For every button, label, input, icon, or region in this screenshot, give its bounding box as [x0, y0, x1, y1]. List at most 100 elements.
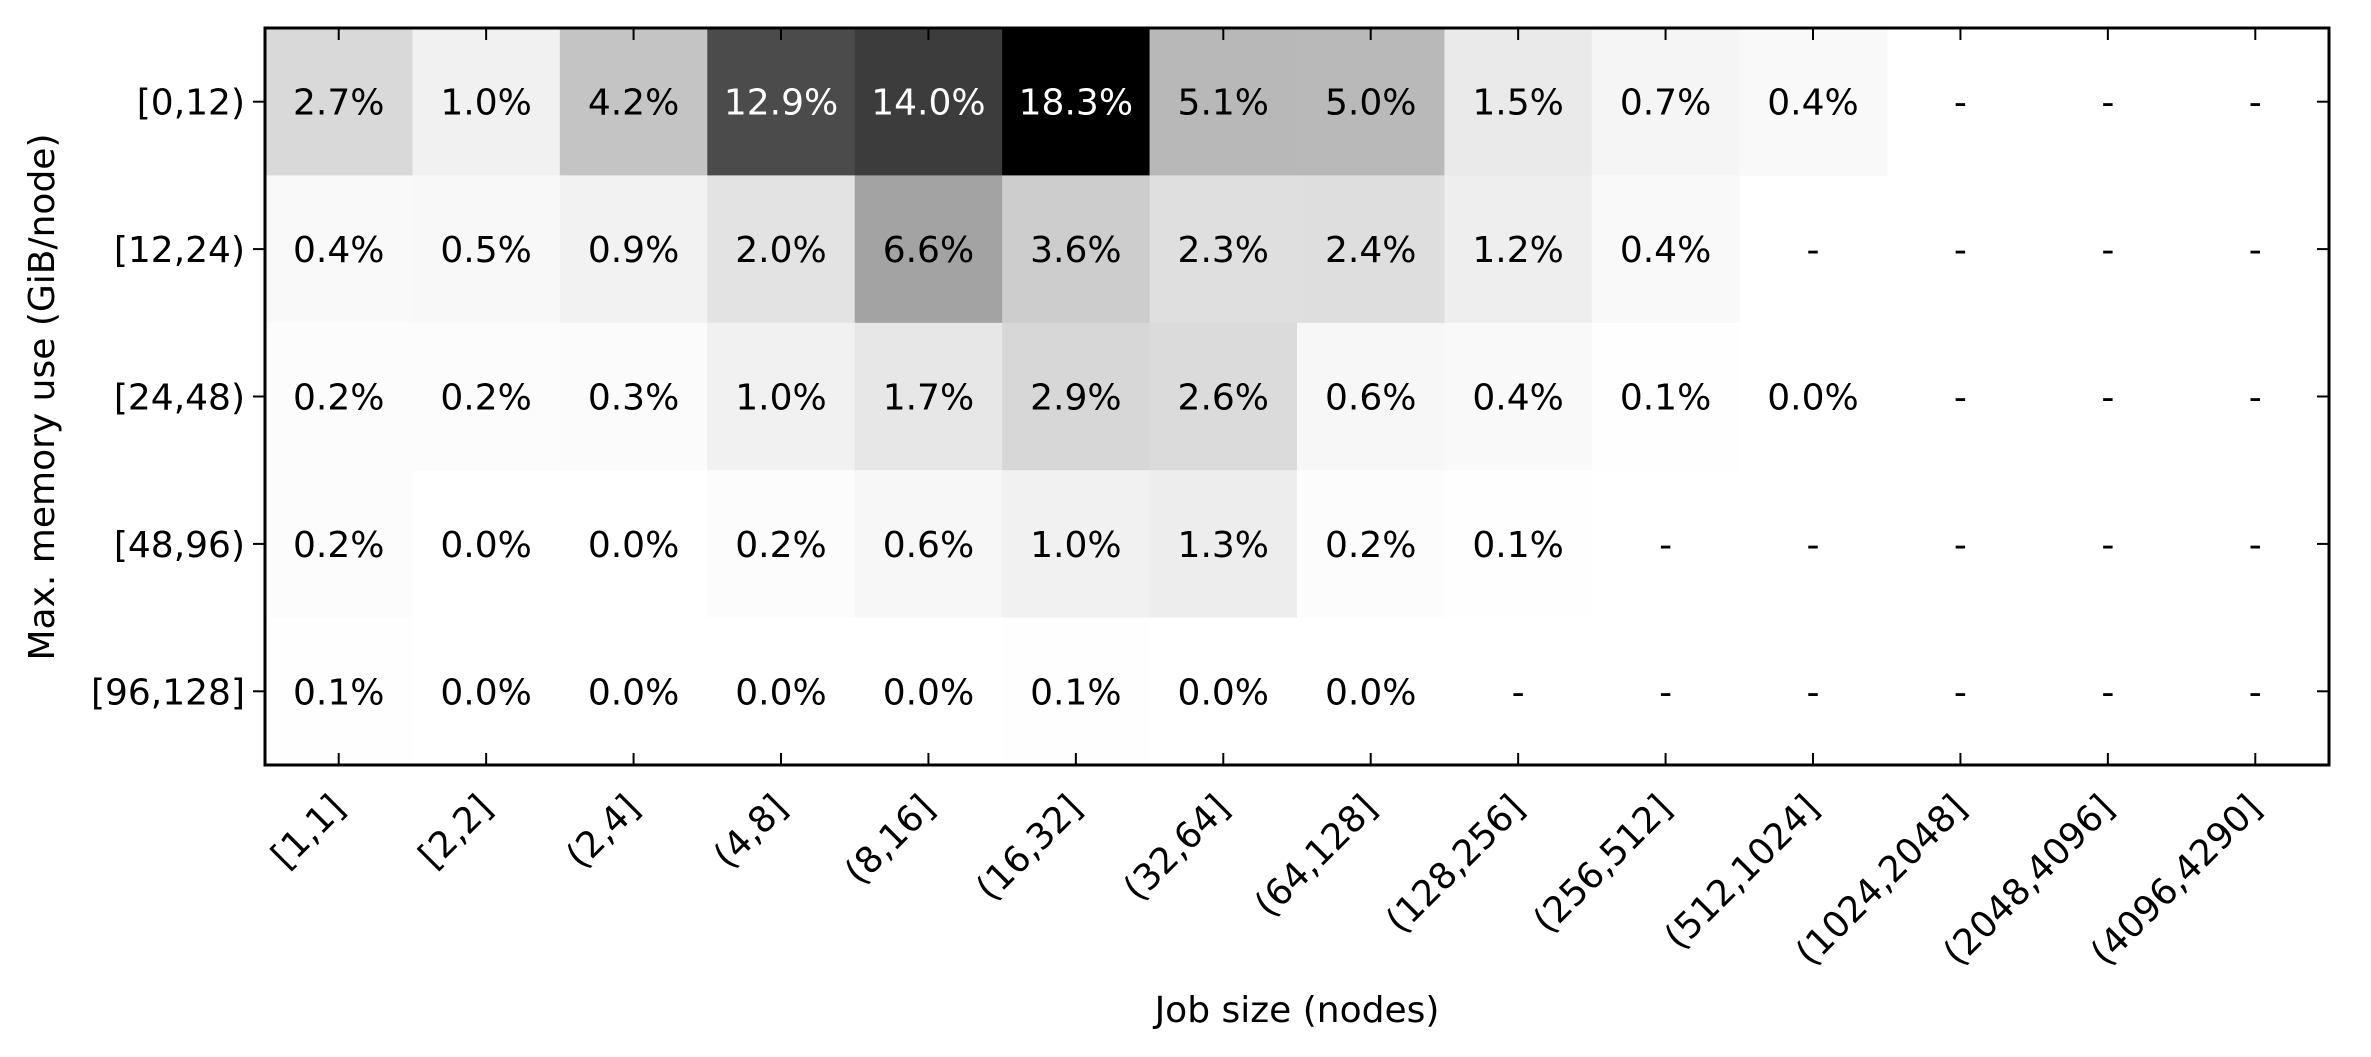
y-axis-tick-labels: [0,12) [12,24) [24,48) [48,96) [96,128]	[91, 83, 245, 714]
heatmap-cell	[1444, 322, 1593, 471]
y-axis-ticks	[253, 100, 2329, 693]
heatmap-cell	[707, 322, 856, 471]
cell-value-label: -	[1954, 672, 1967, 713]
heatmap-cell	[1297, 470, 1446, 619]
heatmap-cell	[1149, 617, 1298, 766]
y-tick-label: [48,96)	[114, 525, 245, 566]
y-tick-label: [96,128]	[91, 672, 245, 713]
x-tick-label: (128,256]	[1378, 787, 1532, 941]
heatmap-cell	[1149, 28, 1298, 176]
x-tick-label: (8,16]	[837, 787, 943, 893]
heatmap-cell	[412, 617, 561, 766]
cell-value-label: -	[1954, 230, 1967, 271]
cell-value-label: -	[1512, 672, 1525, 713]
cell-value-label: -	[1659, 672, 1672, 713]
heatmap-cell	[1591, 322, 1740, 471]
cell-value-label: -	[1954, 525, 1967, 566]
heatmap-cell	[1739, 28, 1888, 176]
cell-value-label: 0.2%	[440, 378, 531, 419]
heatmap-cell	[1444, 175, 1593, 324]
heatmap-cell	[1297, 175, 1446, 324]
heatmap-cell	[1297, 28, 1446, 176]
cell-value-label: -	[2101, 378, 2114, 419]
heatmap-cells	[265, 28, 1888, 766]
x-axis-ticks	[337, 28, 2257, 765]
heatmap-cell	[707, 470, 856, 619]
cell-value-label: 0.4%	[1767, 83, 1858, 124]
cell-value-label: 0.0%	[1325, 672, 1416, 713]
cell-value-label: 0.0%	[440, 672, 531, 713]
y-tick-label: [12,24)	[114, 230, 245, 271]
cell-value-label: 0.0%	[735, 672, 826, 713]
heatmap-cell	[412, 470, 561, 619]
cell-value-label: 0.4%	[293, 230, 384, 271]
heatmap-cell	[412, 28, 561, 176]
heatmap-cell	[265, 175, 414, 324]
x-tick-label: (2,4]	[559, 787, 648, 876]
cell-value-label: 2.0%	[735, 230, 826, 271]
cell-value-label: 0.0%	[588, 525, 679, 566]
cell-value-label: -	[2249, 83, 2262, 124]
cell-value-label: 0.1%	[293, 672, 384, 713]
heatmap-cell	[707, 28, 856, 176]
heatmap-cell	[1591, 175, 1740, 324]
cell-value-label: 0.1%	[1030, 672, 1121, 713]
cell-value-label: 2.6%	[1178, 378, 1269, 419]
heatmap-cell	[1002, 175, 1151, 324]
cell-value-label: 0.0%	[440, 525, 531, 566]
cell-value-label: 2.3%	[1178, 230, 1269, 271]
cell-value-label: 0.7%	[1620, 83, 1711, 124]
cell-value-label: -	[2249, 230, 2262, 271]
cell-value-label: 0.0%	[883, 672, 974, 713]
heatmap-cell	[265, 28, 414, 176]
y-tick-label: [0,12)	[137, 83, 245, 124]
heatmap-cell	[1002, 617, 1151, 766]
cell-value-label: -	[1807, 672, 1820, 713]
heatmap-cell	[559, 617, 708, 766]
x-tick-label: (4,8]	[706, 787, 795, 876]
cell-value-label: 0.9%	[588, 230, 679, 271]
cell-value-label: -	[2101, 525, 2114, 566]
cell-value-label: 5.0%	[1325, 83, 1416, 124]
cell-value-label: 0.4%	[1620, 230, 1711, 271]
heatmap-cell	[854, 617, 1003, 766]
heatmap-cell	[707, 175, 856, 324]
heatmap-cell	[1002, 470, 1151, 619]
cell-value-label: 0.0%	[1767, 378, 1858, 419]
heatmap-cell	[1297, 322, 1446, 471]
cell-value-label: -	[1807, 230, 1820, 271]
cell-value-label: 1.5%	[1472, 83, 1563, 124]
cell-value-label: 0.5%	[440, 230, 531, 271]
heatmap-cell	[1444, 28, 1593, 176]
heatmap-cell	[412, 322, 561, 471]
x-tick-label: (16,32]	[968, 787, 1090, 909]
cell-value-label: 0.1%	[1620, 378, 1711, 419]
cell-value-label: 4.2%	[588, 83, 679, 124]
cell-value-label: -	[1659, 525, 1672, 566]
heatmap-cell	[1591, 28, 1740, 176]
x-axis-label: Job size (nodes)	[1153, 990, 1440, 1031]
cell-value-label: 12.9%	[724, 83, 838, 124]
y-axis-label: Max. memory use (GiB/node)	[22, 134, 63, 661]
heatmap-cell	[559, 470, 708, 619]
cell-value-label: 2.4%	[1325, 230, 1416, 271]
heatmap-cell	[412, 175, 561, 324]
cell-value-label: 0.0%	[588, 672, 679, 713]
x-tick-label: (64,128]	[1247, 787, 1385, 925]
x-tick-label: (32,64]	[1116, 787, 1238, 909]
x-tick-label: (256,512]	[1526, 787, 1680, 941]
cell-value-label: -	[2101, 83, 2114, 124]
cell-value-label: 1.0%	[735, 378, 826, 419]
cell-value-label: 0.2%	[735, 525, 826, 566]
heatmap-cell	[1149, 322, 1298, 471]
x-axis-tick-labels: [1,1] [2,2] (2,4] (4,8] (8,16] (16,32] (32,64]…	[264, 787, 2270, 974]
heatmap-cell	[265, 617, 414, 766]
cell-value-label: 0.6%	[1325, 378, 1416, 419]
cell-value-label: 2.9%	[1030, 378, 1121, 419]
cell-value-label: 0.6%	[883, 525, 974, 566]
heatmap-cell	[1739, 322, 1888, 471]
cell-value-label: 0.3%	[588, 378, 679, 419]
heatmap-cell	[265, 322, 414, 471]
cell-value-label: 1.7%	[883, 378, 974, 419]
heatmap-cell	[854, 322, 1003, 471]
